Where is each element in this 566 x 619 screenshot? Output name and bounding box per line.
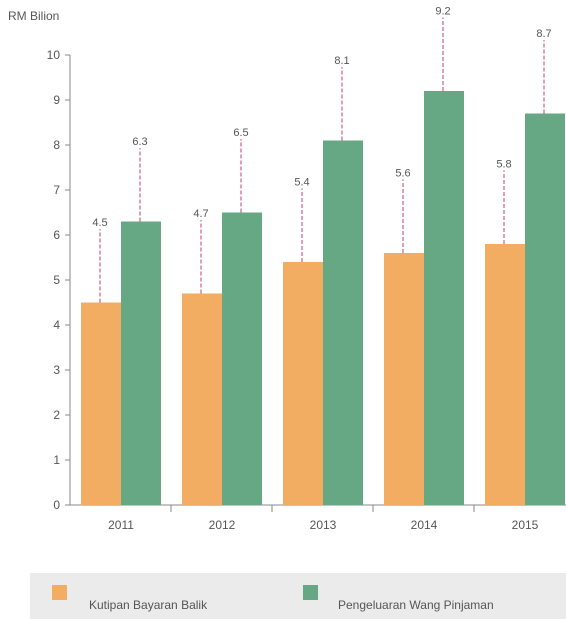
bar <box>384 253 424 505</box>
bar <box>424 91 464 505</box>
legend-label: Kutipan Bayaran Balik <box>89 598 208 612</box>
bar <box>81 302 121 505</box>
bar <box>182 293 222 505</box>
data-label: 5.6 <box>395 168 410 180</box>
legend-background <box>30 573 566 619</box>
bar <box>485 244 525 505</box>
bar <box>525 113 565 505</box>
bar <box>283 262 323 505</box>
data-label: 4.5 <box>92 217 107 229</box>
data-label: 5.8 <box>496 159 511 171</box>
y-tick-label: 1 <box>53 453 60 467</box>
legend-swatch <box>303 585 318 600</box>
y-tick-label: 7 <box>53 183 60 197</box>
x-tick-label: 2014 <box>411 518 438 532</box>
y-tick-label: 6 <box>53 228 60 242</box>
legend-swatch <box>52 585 67 600</box>
y-tick-label: 8 <box>53 138 60 152</box>
data-label: 6.5 <box>233 127 248 139</box>
bar <box>323 140 363 505</box>
legend-label: Pengeluaran Wang Pinjaman <box>338 598 494 612</box>
data-label: 5.4 <box>294 177 309 189</box>
data-label: 8.1 <box>334 55 349 67</box>
data-label: 8.7 <box>536 28 551 40</box>
x-tick-label: 2012 <box>209 518 236 532</box>
x-tick-label: 2011 <box>108 518 134 532</box>
plot-area: 0 1 2 3 4 5 6 7 8 9 10 4.5 6.3 2011 4.7 6.5 2012 5.4 8.1 20… <box>47 6 566 532</box>
y-tick-label: 3 <box>53 363 60 377</box>
y-tick-label: 2 <box>53 408 60 422</box>
legend: Kutipan Bayaran Balik Pengeluaran Wang Pi… <box>30 573 566 619</box>
y-tick-label: 10 <box>47 48 61 62</box>
y-tick-label: 5 <box>53 273 60 287</box>
y-tick-label: 9 <box>53 93 60 107</box>
data-label: 6.3 <box>132 136 147 148</box>
data-label: 9.2 <box>435 6 450 18</box>
bar <box>222 212 262 505</box>
bar <box>121 221 161 505</box>
data-label: 4.7 <box>193 208 208 220</box>
x-tick-label: 2013 <box>310 518 337 532</box>
y-tick-label: 4 <box>53 318 60 332</box>
y-tick-label: 0 <box>53 498 60 512</box>
y-axis-label: RM Bilion <box>8 9 59 23</box>
x-tick-label: 2015 <box>512 518 539 532</box>
